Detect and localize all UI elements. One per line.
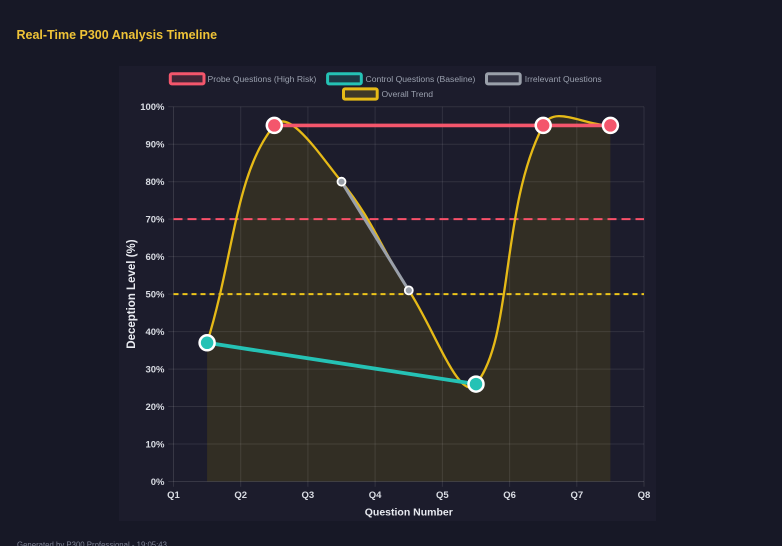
- svg-text:Q2: Q2: [234, 490, 247, 501]
- svg-text:Irrelevant Questions: Irrelevant Questions: [525, 74, 602, 84]
- svg-text:Deception Level (%): Deception Level (%): [126, 239, 138, 348]
- svg-text:20%: 20%: [145, 402, 165, 413]
- svg-text:100%: 100%: [140, 102, 165, 113]
- svg-text:Q7: Q7: [570, 490, 583, 501]
- svg-text:80%: 80%: [145, 177, 165, 188]
- svg-text:Control Questions (Baseline): Control Questions (Baseline): [366, 74, 476, 84]
- svg-text:90%: 90%: [145, 140, 165, 151]
- svg-text:Question Number: Question Number: [365, 507, 453, 519]
- svg-text:Q8: Q8: [638, 490, 651, 501]
- svg-text:Real-Time P300 Analysis Timeli: Real-Time P300 Analysis Timeline: [17, 28, 218, 42]
- svg-text:40%: 40%: [145, 327, 165, 338]
- svg-text:60%: 60%: [145, 252, 165, 263]
- svg-text:Generated by P300 Professional: Generated by P300 Professional - 19:05:4…: [17, 541, 167, 546]
- svg-text:Q3: Q3: [302, 490, 315, 501]
- svg-text:Q1: Q1: [167, 490, 180, 501]
- svg-text:Probe Questions (High Risk): Probe Questions (High Risk): [208, 74, 317, 84]
- svg-text:Overall Trend: Overall Trend: [382, 89, 434, 99]
- svg-text:Q5: Q5: [436, 490, 449, 501]
- svg-text:Q6: Q6: [503, 490, 516, 501]
- svg-text:0%: 0%: [151, 477, 165, 488]
- svg-text:50%: 50%: [145, 290, 165, 301]
- svg-text:10%: 10%: [145, 440, 165, 451]
- svg-text:70%: 70%: [145, 215, 165, 226]
- svg-text:30%: 30%: [145, 365, 165, 376]
- svg-text:Q4: Q4: [369, 490, 382, 501]
